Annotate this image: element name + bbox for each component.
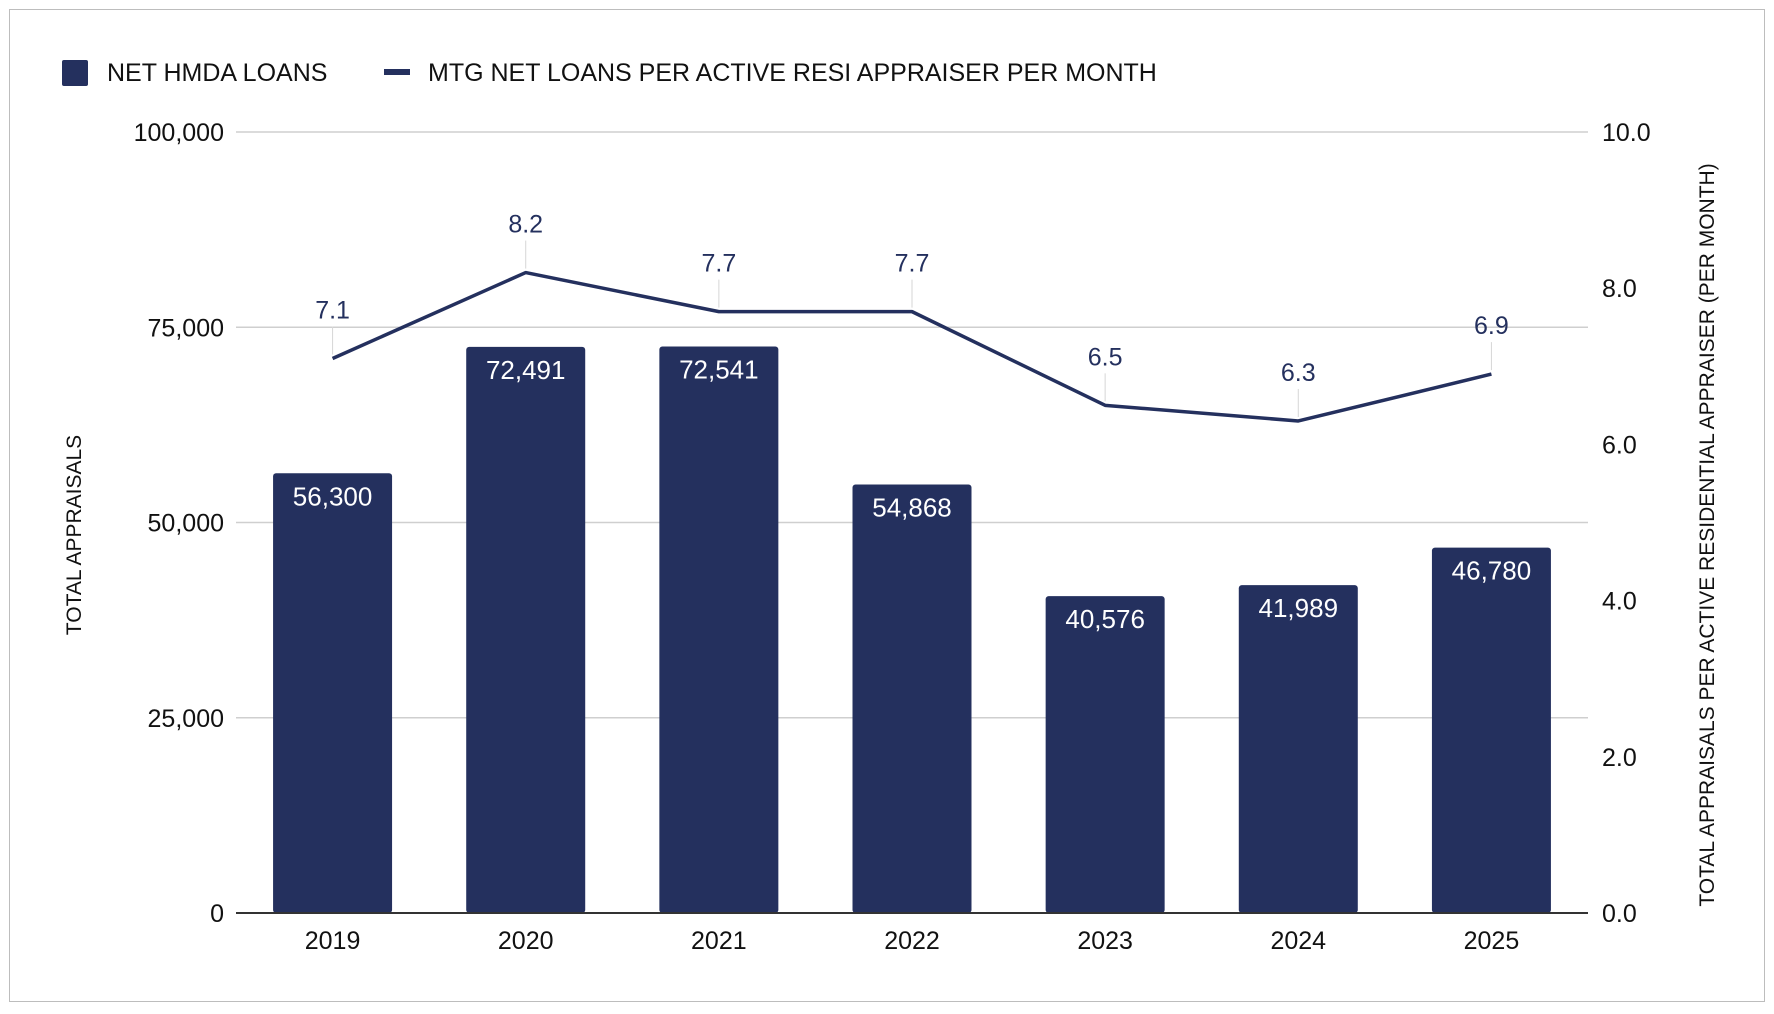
line-label-leaders — [332, 240, 1492, 417]
data-labels: 56,300 72,491 72,541 54,868 40,576 41,989 46,7… — [293, 211, 1531, 635]
legend-bar-swatch — [62, 60, 88, 86]
bar — [1238, 585, 1358, 913]
bar-value-label: 54,868 — [872, 492, 952, 522]
x-tick-label: 2023 — [1077, 927, 1133, 955]
y-tick-label: 100,000 — [134, 119, 224, 147]
y-tick-label: 25,000 — [148, 705, 224, 733]
bar-value-label: 46,780 — [1452, 556, 1532, 586]
chart-frame — [9, 9, 1765, 1002]
line-value-label: 8.2 — [508, 211, 543, 239]
bar-value-label: 72,541 — [679, 354, 759, 384]
x-tick-label: 2020 — [498, 927, 554, 955]
line-value-label: 7.7 — [895, 250, 930, 278]
line-value-label: 6.3 — [1281, 359, 1316, 387]
bar — [1431, 547, 1551, 913]
legend-line-swatch — [384, 69, 410, 75]
y2-axis-title: TOTAL APPRAISALS PER ACTIVE RESIDENTIAL … — [1696, 163, 1719, 906]
legend-bar-label: NET HMDA LOANS — [107, 59, 327, 87]
x-tick-label: 2022 — [884, 927, 940, 955]
line-value-label: 6.5 — [1088, 343, 1123, 371]
y2-tick-label: 6.0 — [1602, 431, 1637, 459]
line-value-label: 6.9 — [1474, 312, 1509, 340]
bar — [1045, 596, 1165, 913]
x-tick-label: 2019 — [305, 927, 361, 955]
bar — [466, 346, 586, 913]
y-axis-title: TOTAL APPRAISALS — [63, 435, 86, 635]
y2-tick-label: 2.0 — [1602, 744, 1637, 772]
bar — [659, 346, 779, 913]
line-value-label: 7.7 — [701, 250, 736, 278]
bar — [273, 473, 393, 913]
x-tick-label: 2021 — [691, 927, 747, 955]
y-tick-label: 50,000 — [148, 510, 224, 538]
y-tick-label: 75,000 — [148, 314, 224, 342]
bar-series — [273, 346, 1551, 913]
y2-tick-label: 10.0 — [1602, 119, 1651, 147]
y2-tick-label: 8.0 — [1602, 275, 1637, 303]
y2-tick-label: 0.0 — [1602, 900, 1637, 928]
y-tick-label: 0 — [210, 900, 224, 928]
line-series — [331, 270, 1492, 423]
bar-value-label: 56,300 — [293, 481, 373, 511]
legend: NET HMDA LOANS MTG NET LOANS PER ACTIVE … — [62, 59, 1157, 87]
y2-tick-label: 4.0 — [1602, 588, 1637, 616]
axes: 0 25,000 50,000 75,000 100,000 0.0 2.0 4.0 6.0 8.… — [134, 119, 1651, 955]
bar — [852, 484, 972, 913]
x-tick-label: 2025 — [1464, 927, 1520, 955]
x-tick-label: 2024 — [1270, 927, 1326, 955]
bar-value-label: 41,989 — [1259, 593, 1339, 623]
bar-value-label: 40,576 — [1065, 604, 1145, 634]
bar-value-label: 72,491 — [486, 355, 566, 385]
line-value-label: 7.1 — [315, 296, 350, 324]
legend-line-label: MTG NET LOANS PER ACTIVE RESI APPRAISER … — [428, 59, 1157, 87]
